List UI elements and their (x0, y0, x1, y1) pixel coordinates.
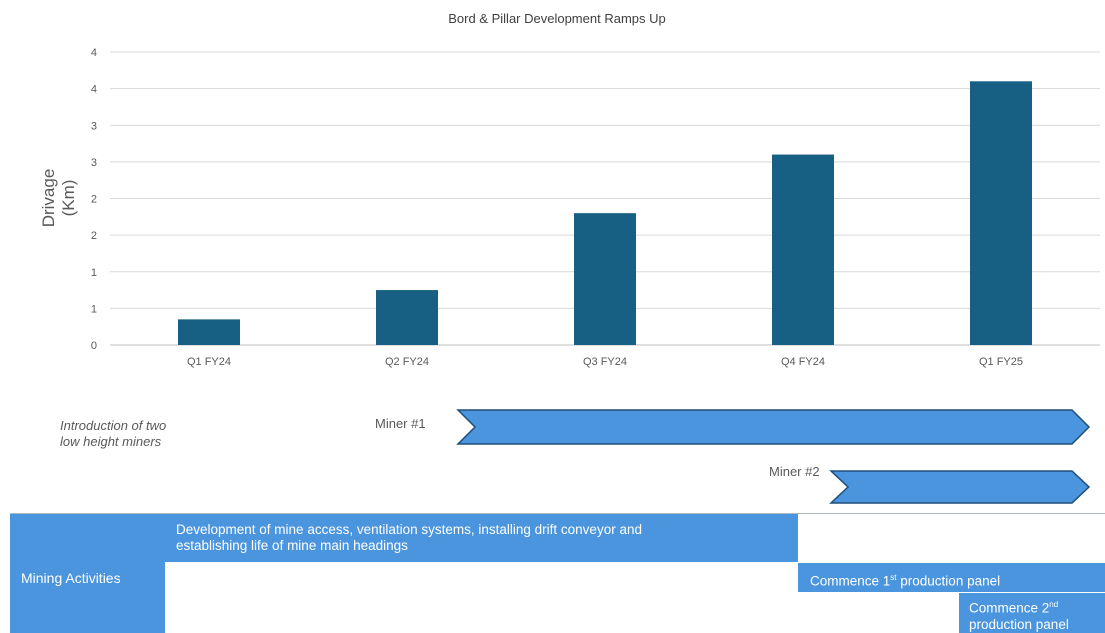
y-axis-ticks: 0 1 1 2 2 3 3 4 4 (91, 47, 97, 352)
development-activity-box: Development of mine access, ventilation … (165, 514, 798, 562)
x-tick-label: Q2 FY24 (385, 356, 429, 368)
y-tick-label: 4 (91, 47, 97, 59)
y-tick-label: 3 (91, 157, 97, 169)
y-tick-label: 1 (91, 267, 97, 279)
development-line2: establishing life of mine main headings (176, 538, 408, 553)
bar (970, 81, 1032, 346)
bar (574, 213, 636, 345)
timeline-arrows (456, 409, 1091, 504)
development-line1: Development of mine access, ventilation … (176, 522, 642, 537)
first-panel-sup: st (890, 573, 897, 582)
first-panel-text: Commence 1 (810, 573, 891, 589)
y-axis-title: Drivage (Km) (39, 169, 78, 228)
drivage-bar-chart: Bord & Pillar Development Ramps Up 0 1 1 2 2… (39, 11, 1100, 368)
second-panel-line2: production panel (969, 616, 1069, 632)
first-panel-suffix: production panel (896, 573, 1001, 589)
x-tick-label: Q3 FY24 (583, 356, 627, 368)
miner2-chevron-arrow (829, 470, 1091, 504)
first-production-panel-box: Commence 1st production panel (798, 563, 1105, 592)
miner2-label: Miner #2 (769, 464, 820, 479)
mining-activities-label: Mining Activities (10, 514, 165, 633)
y-tick-label: 4 (91, 84, 97, 96)
y-tick-label: 2 (91, 194, 97, 206)
second-panel-sup: nd (1049, 600, 1059, 609)
x-tick-label: Q1 FY25 (979, 356, 1023, 368)
miner1-chevron-arrow (456, 409, 1091, 445)
second-production-panel-box: Commence 2nd production panel (959, 593, 1105, 633)
y-tick-label: 2 (91, 230, 97, 242)
mining-activities-label-text: Mining Activities (21, 570, 121, 586)
bar (178, 319, 240, 345)
miners-note-line1: Introduction of two (60, 418, 167, 433)
bar (376, 290, 438, 345)
y-tick-label: 1 (91, 303, 97, 315)
y-axis-label-line2: (Km) (59, 180, 78, 217)
miner1-label: Miner #1 (375, 416, 426, 431)
second-panel-text: Commence 2 (969, 600, 1050, 616)
y-tick-label: 0 (91, 340, 97, 352)
x-tick-label: Q4 FY24 (781, 356, 825, 368)
chart-bars (178, 81, 1032, 346)
chart-title: Bord & Pillar Development Ramps Up (448, 11, 665, 26)
second-panel-line1: Commence 2nd (969, 597, 1105, 617)
x-tick-label: Q1 FY24 (187, 356, 231, 368)
miners-note-line2: low height miners (60, 434, 162, 449)
miners-note: Introduction of two low height miners (60, 418, 166, 450)
chart-gridlines (110, 51, 1100, 346)
x-axis-ticks: Q1 FY24 Q2 FY24 Q3 FY24 Q4 FY24 Q1 FY25 (187, 356, 1023, 368)
bar (772, 154, 834, 345)
y-axis-label-line1: Drivage (39, 169, 58, 228)
y-tick-label: 3 (91, 120, 97, 132)
activities-top-rule (10, 513, 1105, 514)
